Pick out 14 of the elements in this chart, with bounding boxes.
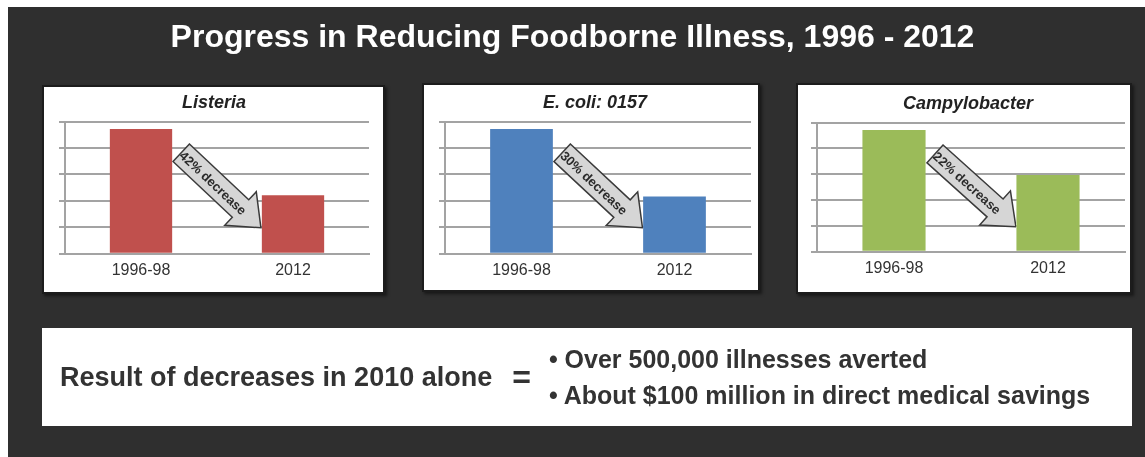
chart-title: Listeria [181, 91, 247, 112]
text: Progress in Reducing Foodborne Illness, 1996 - 2012 [170, 18, 975, 55]
text: = [512, 358, 531, 396]
x-tick-label: 1996-98 [111, 260, 171, 278]
text: • About $100 million in direct medical savings [548, 381, 1091, 409]
x-tick-label: 2012 [1030, 258, 1066, 276]
text: • Over 500,000 illnesses averted [548, 345, 928, 373]
chart-title: Campylobacter [902, 92, 1035, 113]
x-tick-label: 1996-98 [864, 258, 924, 276]
x-tick-label: 1996-98 [492, 260, 551, 278]
chart-title: E. coli: 0157 [542, 91, 649, 112]
x-tick-label: 2012 [656, 260, 693, 278]
x-tick-label: 2012 [275, 260, 311, 278]
text: Result of decreases in 2010 alone [60, 361, 493, 393]
